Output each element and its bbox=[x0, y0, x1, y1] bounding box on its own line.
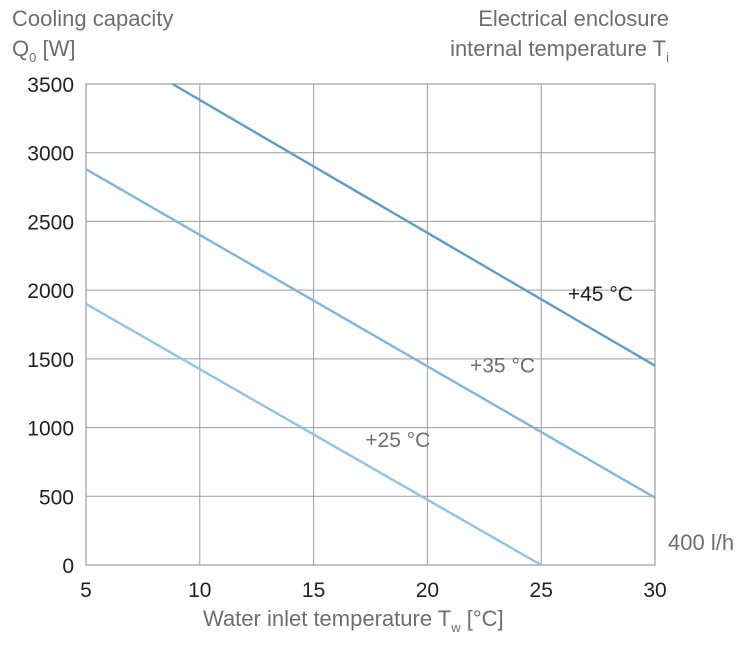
x-tick-label: 25 bbox=[530, 579, 553, 602]
y-tick-label: 2500 bbox=[27, 211, 74, 234]
legend-title-subscript: i bbox=[666, 50, 669, 65]
legend-title: Electrical enclosure internal temperatur… bbox=[450, 6, 669, 65]
series-group bbox=[85, 82, 656, 567]
x-tick-label: 5 bbox=[80, 579, 92, 602]
y-axis-title-line1: Cooling capacity bbox=[12, 6, 174, 31]
series-line-2 bbox=[85, 168, 656, 499]
y-tick-label: 1000 bbox=[27, 418, 74, 441]
y-tick-label: 3500 bbox=[27, 74, 74, 97]
x-axis-title: Water inlet temperature Tw [°C] bbox=[203, 606, 504, 635]
y-tick-label: 500 bbox=[39, 486, 74, 509]
x-tick-label: 20 bbox=[416, 579, 439, 602]
legend-title-line2: internal temperature T bbox=[450, 36, 667, 61]
y-axis-q-symbol: Q bbox=[12, 36, 30, 61]
y-axis-unit: [W] bbox=[36, 36, 76, 61]
y-axis-title: Cooling capacity Q0 [W] bbox=[12, 6, 174, 65]
series-labels: +45 °C +35 °C +25 °C bbox=[365, 283, 633, 452]
series-line-3 bbox=[85, 302, 542, 567]
flow-note: 400 l/h bbox=[668, 530, 735, 555]
x-tick-label: 30 bbox=[643, 579, 666, 602]
plot-frame bbox=[85, 83, 656, 566]
y-tick-label: 3000 bbox=[27, 143, 74, 166]
x-tick-label: 15 bbox=[302, 579, 325, 602]
x-axis-title-subscript: w bbox=[451, 620, 461, 635]
series-label-2: +35 °C bbox=[470, 355, 535, 378]
y-tick-label: 2000 bbox=[27, 280, 74, 303]
tick-labels: 5 10 15 20 25 30 0 500 1000 1500 2000 2500 3000 3500 bbox=[27, 74, 666, 602]
series-line-1 bbox=[171, 82, 656, 367]
y-tick-label: 0 bbox=[62, 555, 74, 578]
y-tick-label: 1500 bbox=[27, 349, 74, 372]
legend-title-line1: Electrical enclosure bbox=[478, 6, 669, 31]
x-axis-unit: [°C] bbox=[460, 606, 504, 631]
grid bbox=[86, 84, 655, 565]
x-tick-label: 10 bbox=[188, 579, 211, 602]
series-label-1: +45 °C bbox=[568, 283, 633, 306]
series-label-3: +25 °C bbox=[365, 429, 430, 452]
y-axis-q-subscript: 0 bbox=[29, 50, 37, 65]
x-axis-title-main: Water inlet temperature T bbox=[203, 606, 452, 631]
